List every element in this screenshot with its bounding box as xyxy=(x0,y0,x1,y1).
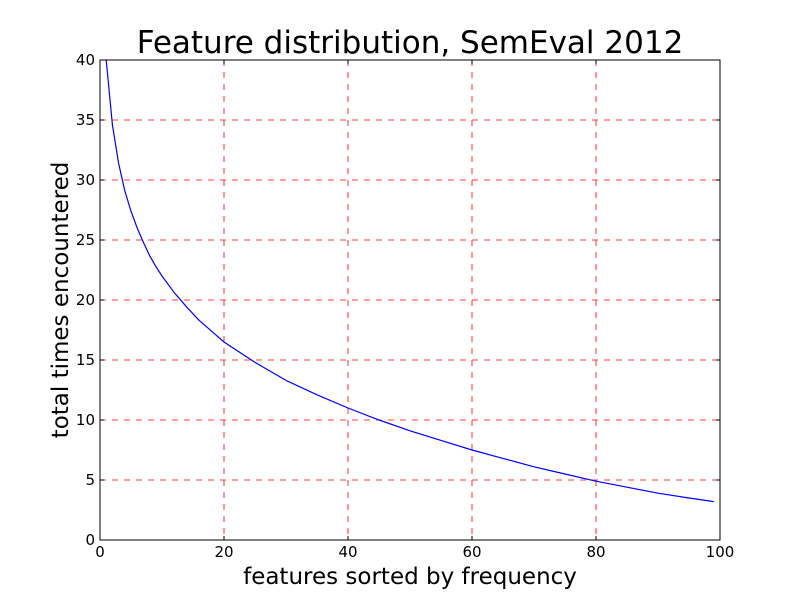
plot-frame xyxy=(99,59,721,541)
chart-title: Feature distribution, SemEval 2012 xyxy=(137,25,684,61)
x-tick-label: 20 xyxy=(214,543,233,561)
y-tick-label: 0 xyxy=(85,531,95,549)
y-tick-label: 40 xyxy=(76,51,95,69)
series-line xyxy=(105,59,714,503)
grid-lines xyxy=(100,60,720,540)
y-tick-label: 35 xyxy=(76,111,95,129)
y-tick-label: 15 xyxy=(76,351,95,369)
x-tick-label: 40 xyxy=(338,543,357,561)
tick-labels: 0 20 40 60 80 100 0 5 10 15 20 25 30 35 40 xyxy=(76,51,734,561)
axis-ticks xyxy=(99,59,721,541)
y-axis-label: total times encountered xyxy=(48,162,74,439)
series-layer xyxy=(105,59,714,503)
y-tick-label: 5 xyxy=(85,471,95,489)
x-tick-label: 0 xyxy=(95,543,105,561)
x-tick-label: 60 xyxy=(462,543,481,561)
x-tick-label: 100 xyxy=(706,543,735,561)
x-tick-label: 80 xyxy=(586,543,605,561)
y-tick-label: 10 xyxy=(76,411,95,429)
y-tick-label: 30 xyxy=(76,171,95,189)
y-tick-label: 25 xyxy=(76,231,95,249)
x-axis-label: features sorted by frequency xyxy=(243,564,577,590)
y-tick-label: 20 xyxy=(76,291,95,309)
